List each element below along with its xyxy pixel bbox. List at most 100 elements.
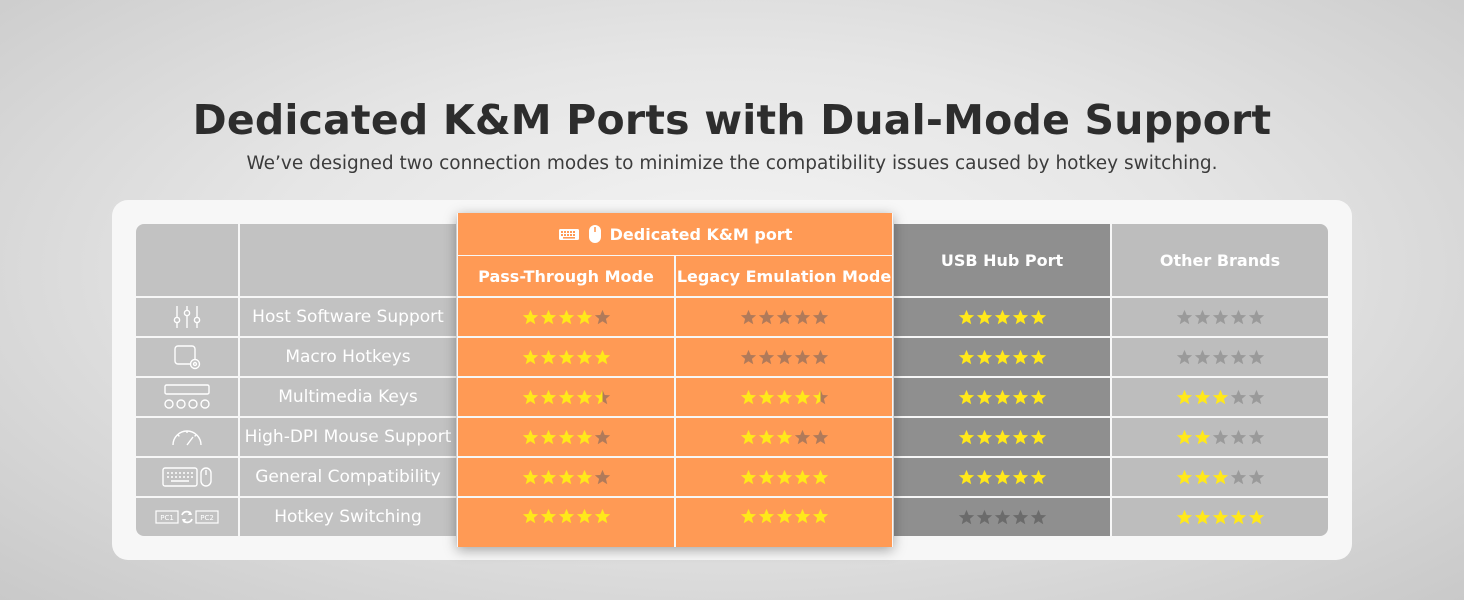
star-empty-icon	[1194, 349, 1210, 364]
star-filled-icon	[976, 309, 992, 324]
sliders-icon	[171, 304, 203, 330]
star-filled-icon	[1012, 429, 1028, 444]
star-rating	[958, 509, 1047, 526]
star-filled-icon	[576, 389, 592, 404]
star-empty-icon	[1230, 309, 1246, 324]
rating-cell	[458, 498, 674, 547]
star-filled-icon	[994, 309, 1010, 324]
star-filled-icon	[594, 508, 610, 524]
star-filled-icon	[776, 508, 792, 524]
star-rating	[1176, 389, 1265, 406]
star-filled-icon	[540, 309, 556, 324]
star-filled-icon	[740, 429, 756, 444]
star-empty-icon	[1212, 429, 1228, 444]
half-star-icon	[812, 389, 828, 404]
svg-text:PC2: PC2	[200, 514, 214, 522]
row-icon-cell	[136, 458, 238, 496]
star-filled-icon	[558, 309, 574, 324]
star-empty-icon	[758, 349, 774, 364]
star-empty-icon	[976, 509, 992, 524]
star-filled-icon	[1030, 389, 1046, 404]
star-rating	[958, 389, 1047, 406]
star-empty-icon	[994, 509, 1010, 524]
star-empty-icon	[594, 309, 610, 324]
star-rating	[958, 349, 1047, 366]
star-filled-icon	[976, 469, 992, 484]
rating-cell	[676, 298, 892, 336]
star-rating	[958, 429, 1047, 446]
star-rating	[522, 508, 611, 525]
star-filled-icon	[540, 429, 556, 444]
pc-switch-icon: PC1 PC2	[155, 508, 219, 526]
star-empty-icon	[1230, 429, 1246, 444]
star-filled-icon	[994, 429, 1010, 444]
star-filled-icon	[776, 389, 792, 404]
rating-cell	[458, 298, 674, 336]
row-label: Host Software Support	[240, 298, 456, 336]
star-filled-icon	[540, 469, 556, 484]
star-filled-icon	[1030, 309, 1046, 324]
star-filled-icon	[594, 349, 610, 364]
star-rating	[958, 309, 1047, 326]
star-filled-icon	[1176, 429, 1192, 444]
rating-cell	[1112, 338, 1328, 376]
star-filled-icon	[1176, 469, 1192, 484]
star-rating	[522, 349, 611, 366]
star-filled-icon	[1030, 469, 1046, 484]
star-empty-icon	[1176, 309, 1192, 324]
rating-cell	[676, 498, 892, 547]
star-filled-icon	[1212, 469, 1228, 484]
star-rating	[740, 508, 829, 525]
star-filled-icon	[794, 389, 810, 404]
star-filled-icon	[522, 389, 538, 404]
rating-cell	[894, 298, 1110, 336]
rating-cell	[1112, 418, 1328, 456]
star-empty-icon	[1176, 349, 1192, 364]
star-empty-icon	[1248, 389, 1264, 404]
star-filled-icon	[540, 349, 556, 364]
row-icon-cell	[136, 338, 238, 376]
star-filled-icon	[1194, 509, 1210, 524]
star-empty-icon	[1230, 469, 1246, 484]
row-icon-cell	[136, 378, 238, 416]
star-rating	[1176, 469, 1265, 486]
star-filled-icon	[1012, 309, 1028, 324]
star-filled-icon	[1194, 429, 1210, 444]
star-filled-icon	[558, 349, 574, 364]
star-empty-icon	[1248, 429, 1264, 444]
star-rating	[740, 469, 829, 486]
star-empty-icon	[1248, 349, 1264, 364]
star-filled-icon	[758, 469, 774, 484]
star-filled-icon	[1248, 509, 1264, 524]
rating-cell	[676, 378, 892, 416]
row-icon-cell	[136, 298, 238, 336]
rating-cell	[894, 418, 1110, 456]
row-label: Multimedia Keys	[240, 378, 456, 416]
star-filled-icon	[1012, 389, 1028, 404]
star-rating	[740, 349, 829, 366]
star-empty-icon	[794, 349, 810, 364]
star-empty-icon	[740, 349, 756, 364]
star-filled-icon	[812, 508, 828, 524]
star-filled-icon	[994, 469, 1010, 484]
star-filled-icon	[1212, 389, 1228, 404]
star-filled-icon	[576, 349, 592, 364]
star-filled-icon	[522, 469, 538, 484]
star-filled-icon	[994, 349, 1010, 364]
rating-cell	[676, 418, 892, 456]
row-label: Macro Hotkeys	[240, 338, 456, 376]
star-empty-icon	[594, 429, 610, 444]
rating-cell	[1112, 298, 1328, 336]
speed-gauge-icon	[170, 426, 204, 448]
rating-cell	[894, 378, 1110, 416]
rating-cell	[676, 458, 892, 496]
star-empty-icon	[812, 309, 828, 324]
star-rating	[1176, 309, 1265, 326]
star-filled-icon	[958, 469, 974, 484]
star-empty-icon	[1030, 509, 1046, 524]
star-empty-icon	[776, 309, 792, 324]
star-filled-icon	[740, 469, 756, 484]
star-empty-icon	[812, 349, 828, 364]
rating-cell	[894, 498, 1110, 536]
star-filled-icon	[576, 508, 592, 524]
